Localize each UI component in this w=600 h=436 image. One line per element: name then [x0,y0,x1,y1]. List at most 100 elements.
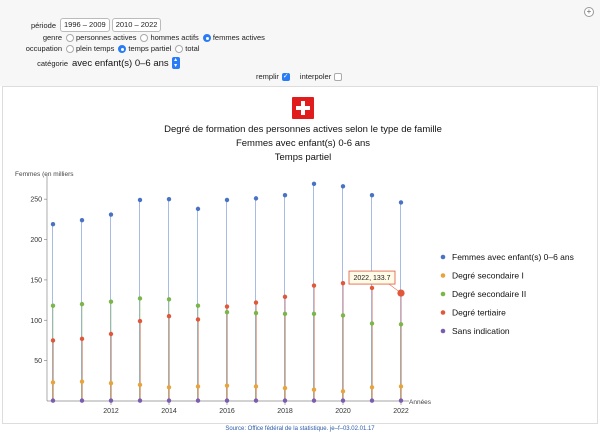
interpoler-checkbox[interactable]: interpoler [300,72,343,81]
chart: Degré de formation des personnes actives… [15,97,574,415]
y-tick-label: 150 [30,277,42,284]
data-point [137,318,143,324]
data-point [340,389,346,394]
options-row: remplir interpoler [256,72,352,81]
data-point [398,322,404,327]
x-tick-label: 2014 [161,408,177,415]
legend-marker [440,291,446,297]
y-axis-label: Femmes (en milliers [15,171,74,178]
y-tick-label: 250 [30,197,42,204]
radio-icon [66,44,74,53]
source-note: Source: Office fédéral de la statistique… [225,426,375,432]
checkbox-checked-icon [281,72,290,81]
data-point [137,296,143,301]
occupation-radio-total[interactable]: total [175,44,199,53]
data-point [195,206,201,212]
data-point [195,384,201,389]
x-tick-label: 2020 [335,408,351,415]
data-point [108,398,114,403]
occupation-row: occupation plein temps temps partiel tot… [4,44,203,53]
data-point [195,398,201,403]
legend-label: Degré secondaire I [452,271,524,281]
data-point [311,181,317,187]
data-point [282,398,288,403]
data-point [50,338,56,343]
y-tick-label: 50 [34,358,42,365]
data-point [369,385,375,390]
data-point [398,200,404,205]
occupation-label: occupation [25,44,62,53]
legend-marker [440,328,446,334]
periode-option-1[interactable]: 1996 – 2009 [60,18,110,32]
legend-label: Degré tertiaire [452,308,506,318]
tooltip-pointer [388,283,402,294]
remplir-checkbox[interactable]: remplir [256,72,290,81]
data-point [50,222,56,227]
genre-radio-hommes[interactable]: hommes actifs [140,33,199,42]
periode-option-2[interactable]: 2010 – 2022 [111,18,162,32]
data-point [398,398,404,403]
x-axis-label: Années [409,399,432,406]
genre-radio-femmes[interactable]: femmes actives [202,33,265,42]
y-tick-label: 100 [30,318,42,325]
radio-icon [140,33,149,42]
data-point [79,301,85,307]
radio-icon [175,44,184,53]
data-point [340,184,346,189]
data-point [369,285,375,291]
data-point [108,212,114,217]
categorie-row: catégorie avec enfant(s) 0–6 ans ▴ ▾ [4,57,180,69]
x-tick-label: 2018 [277,408,293,415]
data-point [398,384,404,389]
data-point [282,385,288,391]
periode-label: période [30,20,56,30]
data-point [369,321,375,326]
data-point [253,300,259,305]
data-point [311,398,317,403]
data-point [282,311,288,317]
categorie-select[interactable]: avec enfant(s) 0–6 ans ▴ ▾ [72,57,180,69]
radio-selected-icon [202,33,211,42]
legend-label: Sans indication [452,326,510,336]
chart-subtitle-2: Temps partiel [275,152,332,163]
data-point [79,398,85,403]
data-point [311,283,317,288]
data-point [224,398,230,403]
data-point [369,192,375,198]
data-point [311,311,317,317]
control-panel: + période 1996 – 2009 2010 – 2022 genre … [0,0,600,86]
radio-selected-icon [118,44,127,53]
data-point [166,196,172,202]
legend-label: Degré secondaire II [452,289,526,299]
categorie-label: catégorie [37,58,68,68]
data-point [195,303,201,308]
data-point [79,336,85,342]
data-point [253,384,259,389]
plus-icon[interactable]: + [584,7,594,17]
chart-subtitle-1: Femmes avec enfant(s) 0-6 ans [236,138,370,149]
data-point [253,196,259,201]
x-tick-label: 2022 [393,408,409,415]
data-point [253,398,259,403]
genre-radio-personnes[interactable]: personnes actives [66,33,136,42]
data-point [108,381,114,386]
data-point [50,380,56,385]
legend-marker [440,254,446,260]
data-point [108,331,114,337]
data-point [224,197,230,203]
data-point [195,317,201,322]
occupation-radio-plein[interactable]: plein temps [66,44,114,53]
x-tick-label: 2016 [219,408,235,415]
data-point [50,303,56,308]
data-point [253,310,259,316]
data-point [137,197,143,203]
data-point [79,217,85,223]
genre-label: genre [42,33,62,42]
data-point [108,299,114,304]
legend-marker [440,310,446,315]
tooltip-box [348,270,396,285]
checkbox-icon [334,72,343,81]
data-point [224,383,230,388]
data-point [282,294,288,300]
occupation-radio-partiel[interactable]: temps partiel [118,44,171,53]
